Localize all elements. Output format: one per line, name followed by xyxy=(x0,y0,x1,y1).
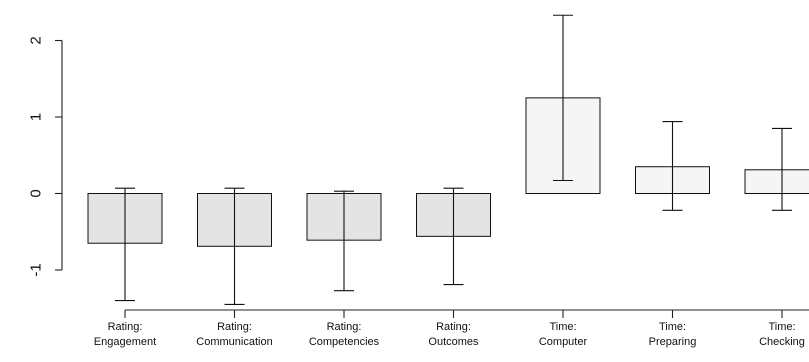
error-bar xyxy=(443,187,464,286)
x-tick-label: Rating: xyxy=(217,321,252,333)
x-tick-label: Engagement xyxy=(94,336,156,348)
x-tick-label: Checking xyxy=(759,336,805,348)
y-tick-label: 1 xyxy=(28,113,45,121)
bar xyxy=(744,169,809,195)
x-tick-label: Communication xyxy=(196,336,272,348)
error-bar xyxy=(772,127,792,211)
error-bar xyxy=(115,187,135,302)
y-axis: -1 0 1 2 xyxy=(28,36,63,277)
y-tick-label: 2 xyxy=(28,36,45,44)
error-bars xyxy=(115,14,792,305)
x-tick-label: Rating: xyxy=(327,321,362,333)
x-tick-label: Time: xyxy=(659,321,686,333)
x-axis: Rating: Engagement Rating: Communication Rat… xyxy=(94,309,809,348)
x-tick-label: Preparing xyxy=(649,336,697,348)
x-tick-label: Rating: xyxy=(436,321,471,333)
bars xyxy=(87,97,809,247)
error-bar xyxy=(334,190,354,292)
y-tick-label: 0 xyxy=(28,189,45,197)
x-tick-label: Competencies xyxy=(309,336,380,348)
error-bar xyxy=(553,14,573,182)
x-tick-label: Time: xyxy=(768,321,795,333)
error-bar xyxy=(224,187,245,305)
x-tick-label: Outcomes xyxy=(428,336,479,348)
x-tick-label: Rating: xyxy=(108,321,143,333)
error-bar xyxy=(662,121,683,211)
x-tick-label: Computer xyxy=(539,336,588,348)
x-tick-label: Time: xyxy=(549,321,576,333)
y-tick-label: -1 xyxy=(28,263,45,276)
